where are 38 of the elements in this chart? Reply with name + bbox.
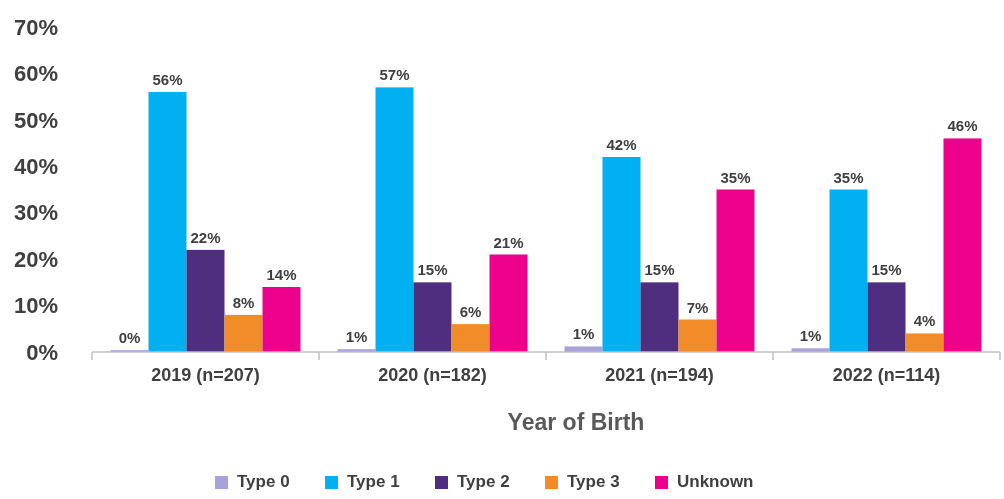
data-label: 46%: [947, 117, 978, 135]
data-label: 1%: [572, 325, 595, 343]
data-label: 6%: [459, 303, 482, 321]
y-tick-label: 40%: [13, 153, 58, 179]
data-label: 56%: [152, 71, 183, 88]
data-label: 1%: [345, 328, 368, 346]
x-tick-label: 2020 (n=182): [378, 365, 487, 385]
data-label: 21%: [493, 233, 524, 251]
y-tick-label: 50%: [13, 107, 58, 133]
x-tick-label: 2022 (n=114): [832, 365, 941, 385]
y-tick-label: 60%: [13, 61, 58, 87]
x-tick-label: 2019 (n=207): [151, 365, 260, 385]
data-label: 15%: [417, 261, 448, 279]
data-label: 35%: [720, 168, 751, 186]
data-label: 14%: [266, 266, 297, 283]
data-label: 0%: [118, 329, 141, 347]
y-tick-label: 20%: [13, 246, 58, 272]
legend-label: Unknown: [677, 472, 754, 491]
data-label: 15%: [644, 261, 675, 279]
data-label: 35%: [833, 168, 864, 186]
legend-label: Type 2: [457, 472, 510, 491]
data-label: 1%: [799, 327, 822, 345]
data-label: 22%: [190, 228, 221, 246]
legend-label: Type 1: [347, 472, 400, 491]
data-label: 42%: [606, 136, 637, 153]
x-axis-title: Year of Birth: [507, 409, 645, 435]
y-tick-label: 10%: [13, 293, 58, 319]
x-tick-label: 2021 (n=194): [605, 365, 714, 385]
y-tick-label: 70%: [13, 14, 58, 40]
legend-label: Type 0: [237, 472, 290, 491]
legend-label: Type 3: [567, 472, 620, 491]
data-label: 7%: [686, 298, 709, 316]
data-label: 15%: [871, 261, 902, 279]
data-label: 8%: [232, 293, 255, 311]
data-label: 4%: [913, 312, 936, 330]
y-tick-label: 30%: [13, 200, 58, 226]
y-tick-label: 0%: [26, 339, 58, 365]
data-label: 57%: [379, 66, 410, 84]
